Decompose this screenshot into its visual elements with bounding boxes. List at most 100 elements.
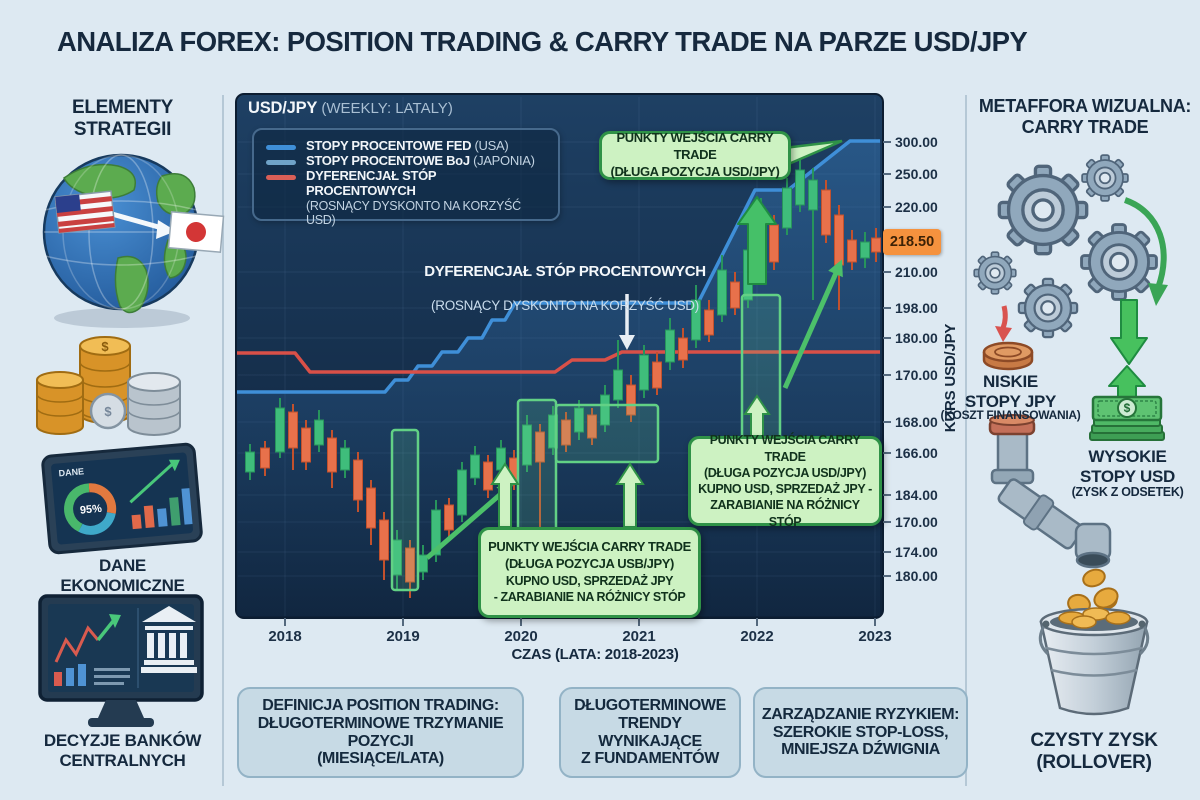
candle-body: [847, 239, 857, 263]
green-up-arrow-icon: [1108, 365, 1146, 401]
central-banks-label: DECYZJE BANKÓW CENTRALNYCH: [43, 731, 202, 770]
candle-body: [652, 361, 662, 389]
candle-body: [860, 241, 870, 259]
high-rates-label: WYSOKIE STOPY USD: [1080, 447, 1175, 486]
info-box-trends: DŁUGOTERMINOWE TRENDY WYNIKAJĄCE Z FUNDA…: [559, 687, 741, 778]
candle-body: [561, 419, 571, 446]
candle-body: [782, 187, 792, 229]
jpy-coin-icon: [982, 341, 1034, 371]
y-tick-label: 166.00: [895, 445, 938, 461]
candle-body: [587, 414, 597, 439]
candle-body: [260, 447, 270, 469]
x-axis-title: CZAS (LATA: 2018-2023): [511, 646, 679, 663]
x-tick-label: 2019: [386, 628, 419, 645]
candle-body: [730, 281, 740, 309]
candle-body: [366, 487, 376, 529]
economic-dashboard-icon: DANE 95%: [41, 442, 203, 555]
x-tick-label: 2020: [504, 628, 537, 645]
green-down-arrow-icon: [1110, 299, 1148, 365]
differential-line: [237, 350, 880, 374]
y-tick-label: 174.00: [895, 544, 938, 560]
candle-body: [535, 431, 545, 463]
candle-body: [245, 451, 255, 473]
legend-swatch: [266, 159, 296, 165]
legend-item: STOPY PROCENTOWE BoJ (JAPONIA): [266, 153, 548, 169]
y-tick-label: 220.00: [895, 199, 938, 215]
big-green-up-arrow: [737, 196, 777, 285]
y-tick-label: 198.00: [895, 300, 938, 316]
flag-arrow: [111, 211, 163, 231]
info-box-risk: ZARZĄDZANIE RYZYKIEM: SZEROKIE STOP-LOSS…: [753, 687, 968, 778]
entry-zone: [390, 428, 420, 592]
y-tick-label: 250.00: [895, 166, 938, 182]
japan-flag-icon: [167, 210, 225, 254]
legend-swatch: [266, 145, 296, 150]
annotation-differential: DYFERENCJAŁ STÓP PROCENTOWYCH (ROSNĄCY D…: [420, 245, 710, 331]
annotation-differential-line2: (ROSNĄCY DYSKONTO NA KORZYŚĆ USD): [431, 298, 699, 313]
y-tick-label: 180.00: [895, 568, 938, 584]
annotation-entry-bottom-body: KUPNO USD, SPRZEDAŻ JPY - ZARABIANIE NA …: [493, 574, 686, 605]
candle-body: [704, 309, 714, 336]
dollar-bills-icon: $: [1089, 395, 1165, 441]
candle-body: [301, 427, 311, 463]
candle-body: [639, 354, 649, 391]
candle-body: [808, 179, 818, 211]
green-diagonal-arrow-2: [782, 259, 843, 390]
candle-body: [769, 224, 779, 263]
candle-body: [795, 169, 805, 206]
candle-body: [548, 414, 558, 449]
candle-body: [600, 394, 610, 426]
legend-swatch: [266, 174, 296, 180]
fed-rate-line: [237, 139, 880, 394]
coins-icon: $ $: [36, 336, 181, 436]
bank-icon: [141, 606, 197, 673]
candle-body: [288, 411, 298, 449]
us-flag-icon: [54, 190, 116, 234]
x-tick-label: 2021: [622, 628, 655, 645]
candle-body: [574, 407, 584, 433]
y-tick-label: 180.00: [895, 330, 938, 346]
candle-body: [834, 214, 844, 266]
economic-data-label: DANE EKONOMICZNE: [60, 556, 185, 595]
candle-body: [340, 447, 350, 471]
dashboard-tag: DANE: [58, 466, 84, 478]
gears-icon: [964, 144, 1174, 351]
x-tick-label: 2022: [740, 628, 773, 645]
page-title: ANALIZA FOREX: POSITION TRADING & CARRY …: [57, 26, 1028, 57]
legend-label: STOPY PROCENTOWE FED (USA): [306, 138, 509, 153]
candle-body: [691, 299, 701, 341]
candle-body: [327, 437, 337, 473]
bill-dollar-symbol: $: [1124, 401, 1131, 415]
white-down-arrow-head: [619, 335, 635, 350]
candle-body: [275, 407, 285, 453]
candle-body: [470, 454, 480, 479]
dashboard-donut-value: 95%: [79, 503, 102, 517]
right-panel-heading: METAFFORA WIZUALNA: CARRY TRADE: [978, 96, 1192, 137]
legend-item: STOPY PROCENTOWE FED (USA): [266, 138, 548, 154]
candle-body: [457, 469, 467, 516]
candle-body: [626, 384, 636, 416]
chart-legend: STOPY PROCENTOWE FED (USA) STOPY PROCENTO…: [252, 128, 560, 227]
info-box-position-trading: DEFINICJA POSITION TRADING: DŁUGOTERMINO…: [237, 687, 524, 778]
candle-body: [418, 554, 428, 573]
price-tag: 218.50: [883, 229, 941, 255]
candle-body: [522, 424, 532, 466]
entry-zone: [554, 403, 660, 464]
annotation-top-bubble: PUNKTY WEJŚCIA CARRY TRADE (DŁUGA POZYCJ…: [599, 130, 791, 180]
candle-body: [613, 369, 623, 401]
candle-body: [483, 461, 493, 491]
price-tag-value: 218.50: [889, 234, 935, 250]
annotation-entry-right: PUNKTY WEJŚCIA CARRY TRADE (DŁUGA POZYCJ…: [688, 433, 882, 529]
annotation-entry-bottom-title: PUNKTY WEJŚCIA CARRY TRADE (DŁUGA POZYCJ…: [488, 539, 691, 572]
low-rates-sublabel: (KOSZT FINANSOWANIA): [940, 408, 1081, 422]
central-bank-monitor-icon: [38, 594, 204, 727]
chart-annotation-arrows: [425, 139, 843, 560]
y-tick-label: 300.00: [895, 134, 938, 150]
candle-body: [717, 269, 727, 316]
low-rates-label: NISKIE STOPY JPY: [964, 372, 1057, 411]
candle-body: [444, 504, 454, 531]
y-tick-label: 184.00: [895, 487, 938, 503]
candle-body: [678, 337, 688, 361]
x-tick-label: 2023: [858, 628, 891, 645]
